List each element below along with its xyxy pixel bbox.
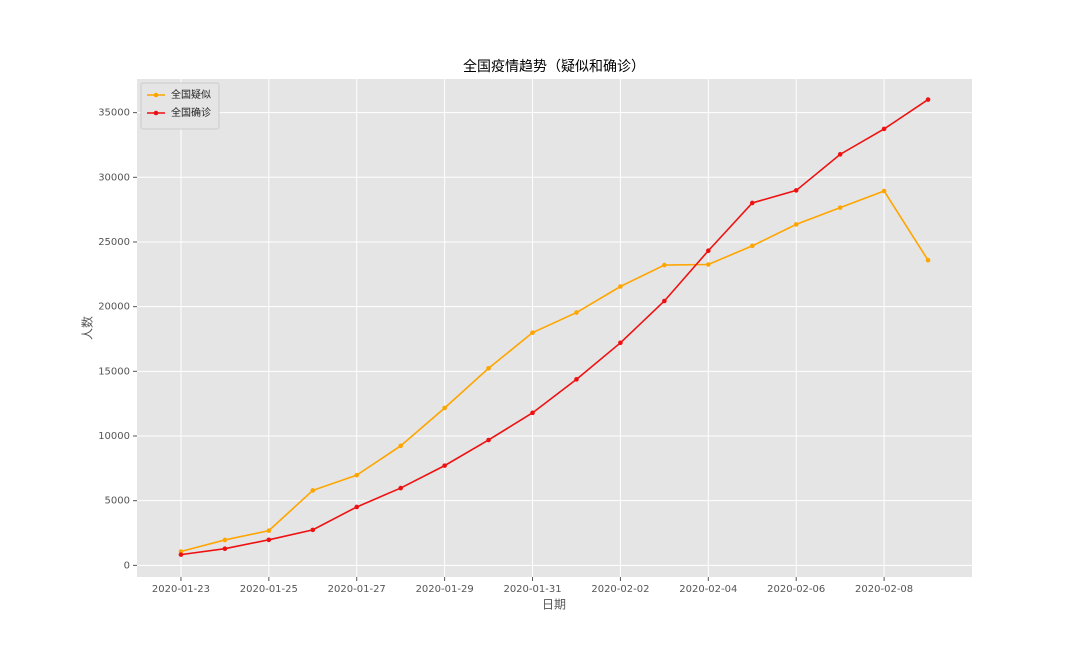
point xyxy=(574,310,579,315)
y-tick-label: 5000 xyxy=(105,496,130,507)
point xyxy=(574,377,579,382)
point xyxy=(618,284,623,289)
y-axis-label: 人数 xyxy=(80,316,95,340)
x-axis-label: 日期 xyxy=(542,598,566,612)
x-tick-label: 2020-02-04 xyxy=(679,584,737,595)
point xyxy=(662,262,667,268)
point xyxy=(618,340,623,346)
point xyxy=(442,463,447,468)
point xyxy=(706,262,711,267)
point xyxy=(442,405,447,411)
point xyxy=(530,410,535,416)
x-tick-label: 2020-01-23 xyxy=(152,584,210,595)
point xyxy=(881,188,887,194)
point xyxy=(706,248,711,254)
point xyxy=(398,443,403,449)
y-tick-label: 10000 xyxy=(98,431,130,442)
point xyxy=(486,365,491,371)
point xyxy=(793,222,799,227)
x-tick-label: 2020-01-25 xyxy=(240,584,298,595)
x-tick-label: 2020-01-27 xyxy=(328,584,386,595)
y-tick-label: 25000 xyxy=(98,237,130,248)
chart-title: 全国疫情趋势（疑似和确诊） xyxy=(463,58,645,75)
legend-marker xyxy=(153,92,159,98)
point xyxy=(837,152,843,157)
point xyxy=(310,527,316,533)
point xyxy=(266,528,272,533)
series-line xyxy=(180,190,929,553)
legend-label: 全国疑似 xyxy=(171,88,211,101)
y-tick-label: 20000 xyxy=(98,302,130,313)
point xyxy=(486,437,491,443)
point xyxy=(222,537,228,543)
legend-label: 全国确诊 xyxy=(171,106,211,119)
y-tick-label: 0 xyxy=(124,560,130,571)
y-tick-label: 30000 xyxy=(98,172,130,183)
x-tick-label: 2020-02-02 xyxy=(591,584,649,595)
point xyxy=(266,537,272,543)
point xyxy=(662,298,667,304)
point xyxy=(925,97,931,102)
point xyxy=(837,205,843,210)
point xyxy=(398,485,403,491)
y-tick-label: 35000 xyxy=(98,108,130,119)
point xyxy=(222,546,228,552)
y-tick-label: 15000 xyxy=(98,366,130,377)
series-line xyxy=(180,98,929,556)
x-tick-label: 2020-02-08 xyxy=(855,584,913,595)
plot-area xyxy=(137,79,972,577)
point xyxy=(793,188,799,193)
point xyxy=(925,257,931,263)
point xyxy=(178,552,184,557)
legend-marker xyxy=(153,110,159,116)
x-tick-label: 2020-02-06 xyxy=(767,584,825,595)
point xyxy=(354,472,360,478)
point xyxy=(310,488,316,493)
x-tick-label: 2020-01-31 xyxy=(503,584,561,595)
point xyxy=(749,200,755,206)
point xyxy=(354,504,360,510)
point xyxy=(881,126,887,132)
point xyxy=(749,243,755,249)
x-tick-label: 2020-01-29 xyxy=(416,584,474,595)
point xyxy=(530,330,535,335)
